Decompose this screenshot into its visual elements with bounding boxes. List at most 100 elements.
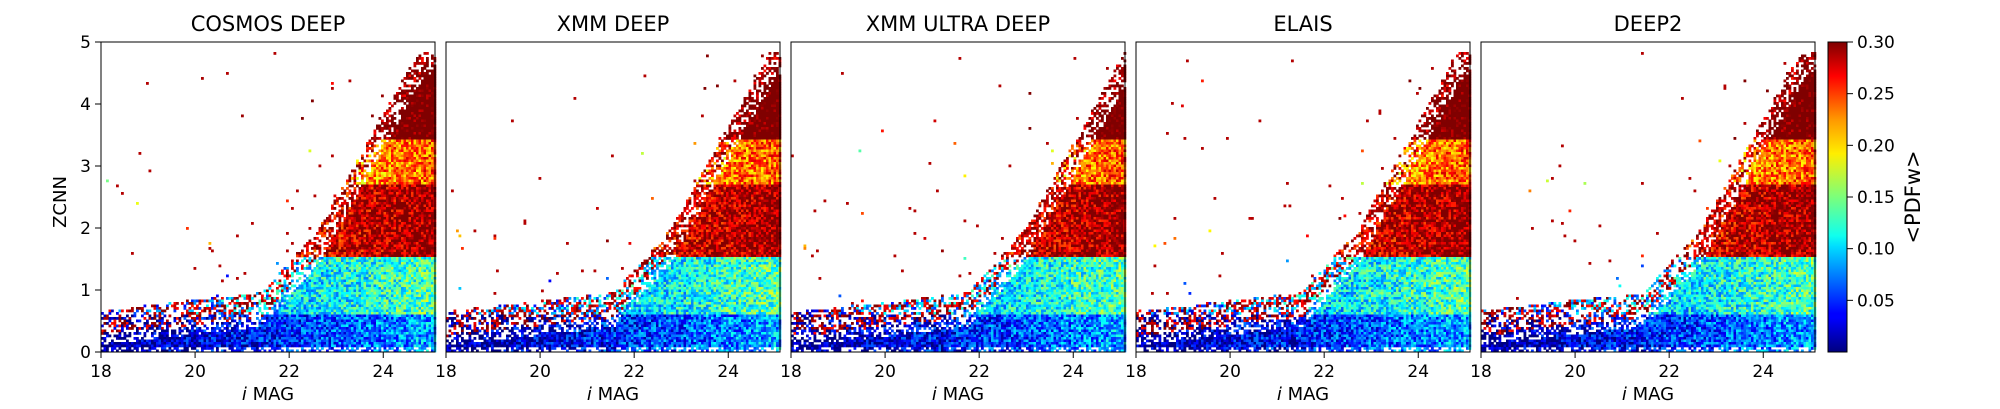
heat-cell [296,342,299,345]
heat-cell [381,220,384,223]
heat-cell [389,190,392,193]
heat-cell [329,270,332,273]
heat-cell [174,335,177,338]
heat-cell [419,172,422,175]
heat-cell [271,307,274,310]
heat-cell [341,230,344,233]
heat-cell [414,275,417,278]
heat-cell [394,297,397,300]
heat-cell [354,252,357,255]
heat-cell [406,205,409,208]
heat-cell [361,172,364,175]
heat-cell [394,145,397,148]
heat-cell [411,132,414,135]
heat-cell [319,290,322,293]
heat-cell [411,320,414,323]
heat-cell [259,337,262,340]
heat-cell [289,287,292,290]
heat-cell [406,275,409,278]
heat-cell [379,347,382,350]
heat-cell [359,320,362,323]
heat-cell [344,307,347,310]
heat-cell [406,120,409,123]
heat-cell [389,340,392,343]
heat-cell [366,325,369,328]
heat-cell [391,227,394,230]
heat-cell [291,297,294,300]
heat-cell [309,252,312,255]
heat-cell [199,330,202,333]
heat-cell [406,85,409,88]
heat-cell [136,342,139,345]
heat-cell [419,262,422,265]
heat-cell [329,317,332,320]
heat-cell [409,322,412,325]
heat-cell [394,97,397,100]
heat-cell [404,260,407,263]
heat-cell [361,322,364,325]
heat-cell [314,282,317,285]
heat-cell [414,80,417,83]
heat-cell [384,290,387,293]
heat-cell [384,285,387,288]
heat-cell [359,267,362,270]
heat-cell [386,272,389,275]
heat-cell [266,335,269,338]
heat-cell [286,340,289,343]
heat-cell [389,192,392,195]
heat-cell [406,165,409,168]
heat-cell [341,265,344,268]
heat-cell [389,280,392,283]
heat-cell [399,195,402,198]
heat-cell [184,345,187,348]
heat-cell [244,315,247,318]
heat-cell [329,292,332,295]
heat-cell [274,320,277,323]
heat-cell [386,215,389,218]
heat-cell [414,172,417,175]
heat-cell [419,97,422,100]
heat-cell [419,237,422,240]
heat-cell [111,342,114,345]
heat-cell [401,170,404,173]
heat-cell [396,217,399,220]
heat-cell [211,335,214,338]
heat-cell [414,195,417,198]
heat-cell [344,282,347,285]
heat-cell [339,242,342,245]
heat-cell [394,185,397,188]
heat-cell [299,312,302,315]
heat-cell [274,322,277,325]
heat-cell [396,182,399,185]
heat-cell [384,245,387,248]
heat-cell [394,187,397,190]
heat-cell [411,330,414,333]
heat-cell [236,302,239,305]
heat-cell [196,337,199,340]
heat-cell [389,162,392,165]
heat-cell [326,307,329,310]
heat-cell [351,245,354,248]
heat-cell [409,202,412,205]
heat-cell [266,292,269,295]
heat-cell [216,335,219,338]
heat-cell [386,110,389,113]
heat-cell [341,262,344,265]
heat-cell [314,337,317,340]
heat-cell [409,150,412,153]
heat-cell [329,332,332,335]
heat-cell [406,340,409,343]
heat-cell [386,182,389,185]
heat-cell [371,207,374,210]
heat-cell [244,330,247,333]
heat-cell [384,127,387,130]
heat-cell [409,267,412,270]
heat-cell [361,280,364,283]
heat-cell [194,320,197,323]
heat-cell [426,52,429,55]
heat-cell [389,125,392,128]
heat-cell [129,320,132,323]
heat-cell [366,330,369,333]
heat-cell [379,287,382,290]
heat-cell [421,150,424,153]
